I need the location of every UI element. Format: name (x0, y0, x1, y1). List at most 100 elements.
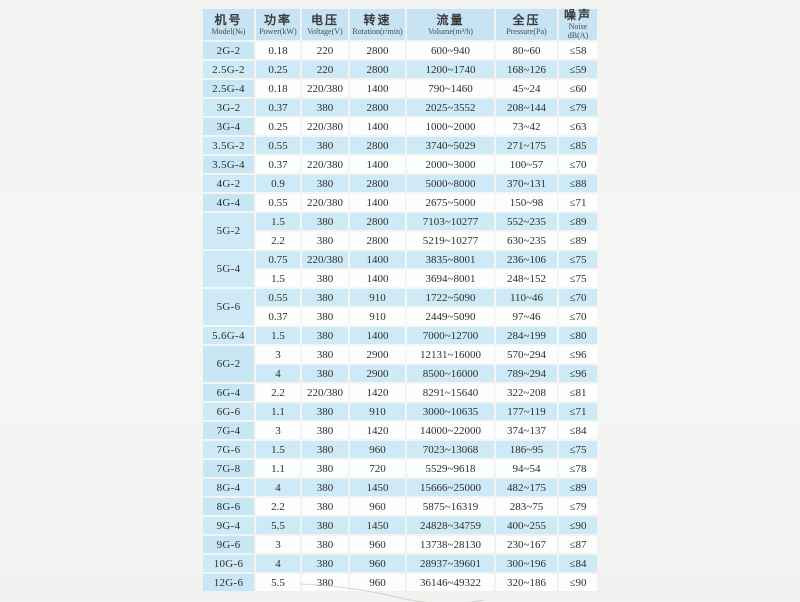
column-header-voltage: 电压 Voltage(V) (302, 9, 348, 40)
rotation-cell: 2800 (350, 213, 405, 230)
table-row: 3.5G-4 0.37 220/380 1400 2000~3000 100~57 ≤70 (203, 156, 597, 173)
power-cell: 0.9 (256, 175, 300, 192)
volume-cell: 3835~8001 (407, 251, 494, 268)
rotation-cell: 720 (350, 460, 405, 477)
model-cell: 4G-4 (203, 194, 254, 211)
table-row: 12G-6 5.5 380 960 36146~49322 320~186 ≤90 (203, 574, 597, 591)
noise-cell: ≤80 (559, 327, 597, 344)
power-cell: 3 (256, 536, 300, 553)
noise-cell: ≤71 (559, 194, 597, 211)
voltage-cell: 220/380 (302, 156, 348, 173)
voltage-cell: 380 (302, 365, 348, 382)
noise-cell: ≤96 (559, 365, 597, 382)
rotation-cell: 1400 (350, 156, 405, 173)
rotation-cell: 910 (350, 308, 405, 325)
pressure-cell: 271~175 (496, 137, 557, 154)
table-row: 5G-6 0.55 380 910 1722~5090 110~46 ≤70 (203, 289, 597, 325)
rotation-cell: 1420 (350, 422, 405, 439)
noise-cell: ≤70 (559, 308, 597, 325)
voltage-cell: 220/380 (302, 80, 348, 97)
noise-cell: ≤71 (559, 403, 597, 420)
power-cell: 2.2 (256, 498, 300, 515)
table-row: 2.2 380 2800 5219~10277 630~235 ≤89 (203, 232, 597, 249)
noise-cell: ≤78 (559, 460, 597, 477)
model-cell: 6G-4 (203, 384, 254, 401)
volume-cell: 7000~12700 (407, 327, 494, 344)
column-title-zh: 机号 (214, 12, 243, 27)
volume-cell: 1000~2000 (407, 118, 494, 135)
voltage-cell: 380 (302, 403, 348, 420)
table-row: 9G-4 5.5 380 1450 24828~34759 400~255 ≤90 (203, 517, 597, 534)
rotation-cell: 1420 (350, 384, 405, 401)
model-cell: 9G-4 (203, 517, 254, 534)
power-cell: 3 (256, 346, 300, 363)
table-header: 机号 Model(№) 功率 Power(kW) 电压 Voltage(V) 转速 Rotat… (203, 9, 597, 40)
pressure-cell: 73~42 (496, 118, 557, 135)
volume-cell: 1200~1740 (407, 61, 494, 78)
column-header-pressure: 全压 Pressure(Pa) (496, 9, 557, 40)
volume-cell: 24828~34759 (407, 517, 494, 534)
column-title-zh: 噪声 (563, 8, 592, 22)
noise-cell: ≤96 (559, 346, 597, 363)
rotation-cell: 2900 (350, 365, 405, 382)
column-title-en: Volume(m³/h) (428, 26, 473, 36)
noise-cell: ≤90 (559, 574, 597, 591)
power-cell: 0.18 (256, 80, 300, 97)
volume-cell: 2000~3000 (407, 156, 494, 173)
volume-cell: 790~1460 (407, 80, 494, 97)
model-cell: 6G-2 (203, 346, 254, 382)
power-cell: 0.37 (256, 99, 300, 116)
noise-cell: ≤75 (559, 441, 597, 458)
volume-cell: 3740~5029 (407, 137, 494, 154)
column-title-zh: 功率 (263, 12, 292, 27)
column-title-zh: 电压 (310, 12, 339, 27)
voltage-cell: 380 (302, 460, 348, 477)
pressure-cell: 300~196 (496, 555, 557, 572)
rotation-cell: 2800 (350, 42, 405, 59)
column-title-en: Model(№) (211, 26, 246, 36)
model-cell: 5G-2 (203, 213, 254, 249)
power-cell: 5.5 (256, 517, 300, 534)
rotation-cell: 960 (350, 555, 405, 572)
column-title-zh: 全压 (512, 12, 541, 27)
model-cell: 2.5G-4 (203, 80, 254, 97)
model-cell: 8G-6 (203, 498, 254, 515)
power-cell: 0.55 (256, 137, 300, 154)
pressure-cell: 177~119 (496, 403, 557, 420)
column-title-en: Rotation(r/min) (352, 26, 403, 36)
volume-cell: 36146~49322 (407, 574, 494, 591)
volume-cell: 5000~8000 (407, 175, 494, 192)
noise-cell: ≤59 (559, 61, 597, 78)
table-row: 5G-4 0.75 220/380 1400 3835~8001 236~106 ≤75 (203, 251, 597, 287)
voltage-cell: 380 (302, 536, 348, 553)
noise-cell: ≤81 (559, 384, 597, 401)
rotation-cell: 1400 (350, 194, 405, 211)
voltage-cell: 380 (302, 175, 348, 192)
pressure-cell: 630~235 (496, 232, 557, 249)
rotation-cell: 1400 (350, 270, 405, 287)
power-cell: 0.55 (256, 194, 300, 211)
table-row: 6G-2 3 380 2900 12131~16000 570~294 ≤96 (203, 346, 597, 382)
pressure-cell: 168~126 (496, 61, 557, 78)
table-row: 5.6G-4 1.5 380 1400 7000~12700 284~199 ≤80 (203, 327, 597, 344)
column-title-en: Noise dB(A) (567, 22, 589, 40)
voltage-cell: 380 (302, 137, 348, 154)
table-row: 4G-2 0.9 380 2800 5000~8000 370~131 ≤88 (203, 175, 597, 192)
pressure-cell: 283~75 (496, 498, 557, 515)
column-header-rotation: 转速 Rotation(r/min) (350, 9, 405, 40)
table-row: 7G-6 1.5 380 960 7023~13068 186~95 ≤75 (203, 441, 597, 458)
volume-cell: 2675~5000 (407, 194, 494, 211)
table-row: 6G-6 1.1 380 910 3000~10635 177~119 ≤71 (203, 403, 597, 420)
model-cell: 4G-2 (203, 175, 254, 192)
rotation-cell: 2800 (350, 99, 405, 116)
pressure-cell: 320~186 (496, 574, 557, 591)
noise-cell: ≤70 (559, 156, 597, 173)
rotation-cell: 960 (350, 441, 405, 458)
volume-cell: 1722~5090 (407, 289, 494, 306)
table-row: 8G-6 2.2 380 960 5875~16319 283~75 ≤79 (203, 498, 597, 515)
fan-spec-table: 机号 Model(№) 功率 Power(kW) 电压 Voltage(V) 转速 Rotat… (201, 7, 599, 593)
model-cell: 5.6G-4 (203, 327, 254, 344)
voltage-cell: 380 (302, 422, 348, 439)
pressure-cell: 100~57 (496, 156, 557, 173)
column-header-volume: 流量 Volume(m³/h) (407, 9, 494, 40)
